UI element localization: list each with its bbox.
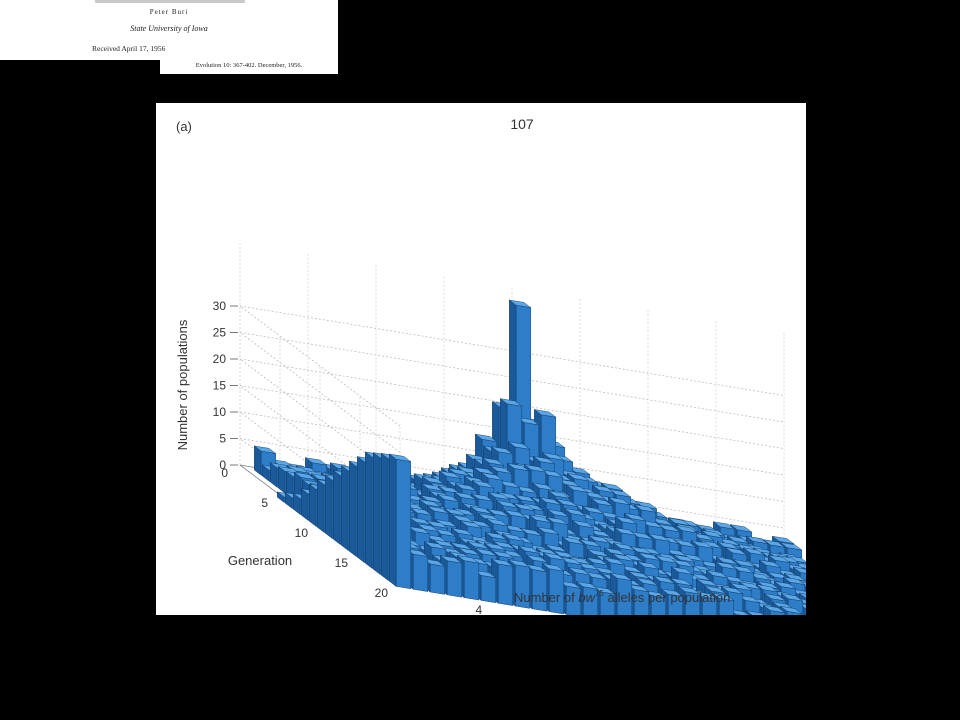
- bar-chart-3d: 0510152025300510152048121620242832(a)107…: [175, 116, 806, 615]
- z-tick-label: 0: [219, 458, 226, 472]
- bar-gen-20-allele-22: [763, 604, 785, 615]
- allele-tick-label: 4: [475, 603, 482, 615]
- z-tick-label: 20: [213, 352, 227, 366]
- z-tick-label: 30: [213, 299, 227, 313]
- peak-value-label: 107: [510, 116, 534, 132]
- z-axis-title: Number of populations: [175, 319, 190, 450]
- gridline: [239, 385, 785, 506]
- z-tick-label: 15: [213, 379, 227, 393]
- generation-tick-label: 15: [335, 556, 349, 570]
- generation-axis-title: Generation: [228, 553, 292, 568]
- bar-gen-20-allele-0: [389, 453, 412, 590]
- cut-title-line: [95, 0, 245, 3]
- allele-tick-label: 8: [543, 614, 550, 615]
- generation-tick-label: 0: [221, 466, 228, 480]
- z-tick-label: 10: [213, 405, 227, 419]
- journal-citation: Evolution 10: 367-402. December, 1956.: [160, 58, 338, 74]
- author-name: Peter Buri: [149, 8, 189, 16]
- panel-label: (a): [176, 119, 192, 134]
- chart-labels: 0510152025300510152048121620242832(a)107…: [175, 116, 730, 615]
- allele-axis-title: Number of bw75 alleles per population: [514, 589, 730, 605]
- paper-header-clip: Peter Buri State University of Iowa Rece…: [0, 0, 338, 60]
- chart-bars: [254, 299, 806, 615]
- gridline: [239, 438, 785, 559]
- author-affiliation: State University of Iowa: [130, 24, 208, 33]
- gridline: [239, 305, 785, 427]
- bar-gen-20-allele-6: [491, 558, 513, 606]
- received-date: Received April 17, 1956: [92, 44, 166, 53]
- bar-gen-20-allele-11: [576, 581, 598, 615]
- generation-tick-label: 5: [261, 496, 268, 510]
- z-tick-label: 5: [219, 432, 226, 446]
- z-tick-label: 25: [213, 326, 227, 340]
- generation-tick-label: 20: [375, 586, 389, 600]
- bar-gen-20-allele-21: [746, 610, 764, 615]
- generation-tick-label: 10: [295, 526, 309, 540]
- figure-panel: 0510152025300510152048121620242832(a)107…: [156, 103, 806, 615]
